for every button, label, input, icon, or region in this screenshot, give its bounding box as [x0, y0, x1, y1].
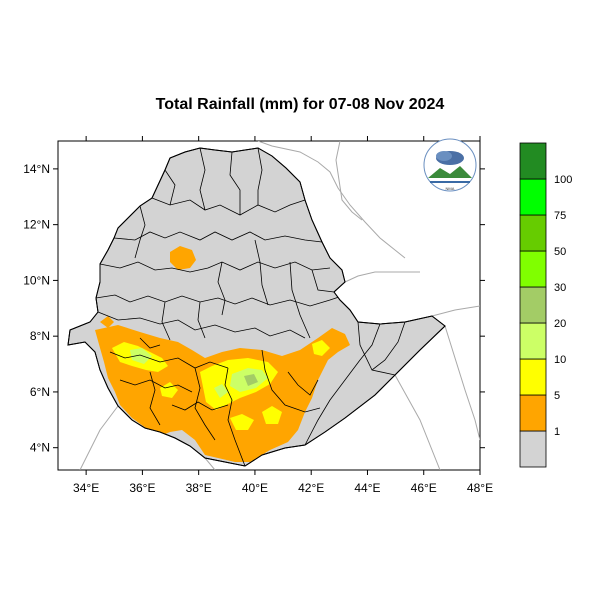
legend-label: 75	[554, 210, 566, 222]
map-area	[67, 141, 480, 470]
map-axes: 34°E 36°E 38°E 40°E 42°E 44°E 46°E 48°E 4°N 6°N 8°…	[23, 136, 493, 495]
lon-tick-label: 48°E	[467, 481, 493, 495]
lon-tick-label: 34°E	[73, 481, 99, 495]
legend-label: 10	[554, 354, 566, 366]
lon-tick-label: 42°E	[298, 481, 324, 495]
legend-swatch	[519, 214, 547, 252]
legend-swatch	[519, 286, 547, 324]
legend-swatch	[519, 358, 547, 396]
legend-swatch	[519, 250, 547, 288]
lat-tick-label: 12°N	[23, 218, 50, 232]
rainfall-legend: 1 5 10 20 30 50 75 100	[519, 142, 572, 468]
legend-swatch	[519, 322, 547, 360]
lon-tick-label: 44°E	[354, 481, 380, 495]
lat-tick-label: 4°N	[30, 441, 50, 455]
lat-tick-label: 10°N	[23, 273, 50, 287]
legend-swatch	[519, 142, 547, 180]
lat-tick-label: 8°N	[30, 329, 50, 343]
logo-text: NMA	[446, 186, 455, 191]
legend-label: 50	[554, 246, 566, 258]
legend-label: 1	[554, 426, 560, 438]
map-title: Total Rainfall (mm) for 07-08 Nov 2024	[155, 96, 445, 113]
lon-tick-label: 38°E	[186, 481, 212, 495]
legend-swatch	[519, 178, 547, 216]
legend-label: 20	[554, 318, 566, 330]
legend-swatch	[519, 394, 547, 432]
legend-swatch	[519, 430, 547, 468]
lat-tick-label: 6°N	[30, 385, 50, 399]
admin-borders	[95, 148, 406, 466]
agency-logo-icon: NMA	[423, 138, 477, 192]
lon-tick-label: 36°E	[129, 481, 155, 495]
lon-tick-label: 46°E	[411, 481, 437, 495]
ethiopia-outline	[67, 147, 446, 467]
neighbor-borders	[79, 141, 480, 470]
rainfall-shading	[95, 246, 350, 462]
legend-label: 30	[554, 282, 566, 294]
lon-tick-label: 40°E	[242, 481, 268, 495]
legend-label: 5	[554, 390, 560, 402]
rain-20-30mm	[244, 374, 258, 386]
lat-tick-label: 14°N	[23, 162, 50, 176]
legend-label: 100	[554, 174, 572, 186]
